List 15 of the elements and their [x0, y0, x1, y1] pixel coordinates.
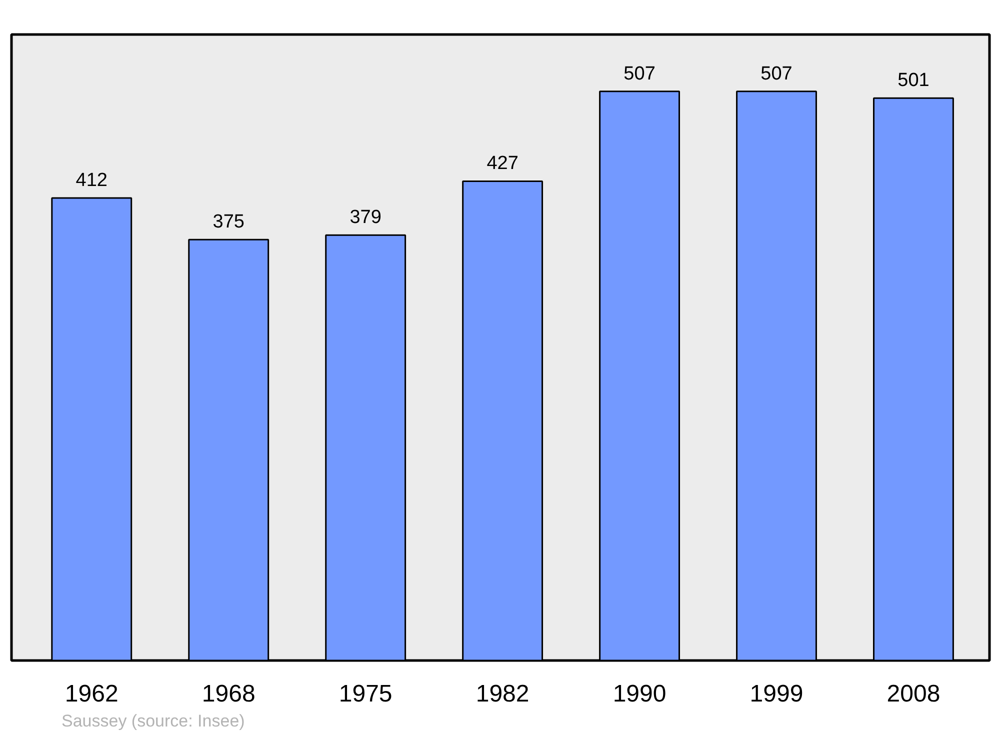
data-label: 507	[624, 63, 656, 84]
data-label: 375	[212, 212, 244, 233]
x-tick-label: 1975	[338, 680, 392, 708]
x-tick-label: 1999	[750, 680, 804, 708]
text: Saussey (source: Insee)	[62, 712, 245, 730]
data-label: 412	[76, 170, 108, 192]
data-label: 501	[898, 70, 930, 92]
data-label: 427	[486, 153, 518, 174]
x-tick-label: 2008	[886, 680, 940, 708]
data-label: 379	[350, 207, 382, 228]
data-label: 507	[760, 63, 792, 84]
x-tick-label: 1990	[612, 680, 666, 708]
x-tick-label: 1982	[476, 680, 530, 708]
x-tick-label: 1962	[64, 680, 118, 708]
x-tick-label: 1968	[202, 680, 256, 708]
